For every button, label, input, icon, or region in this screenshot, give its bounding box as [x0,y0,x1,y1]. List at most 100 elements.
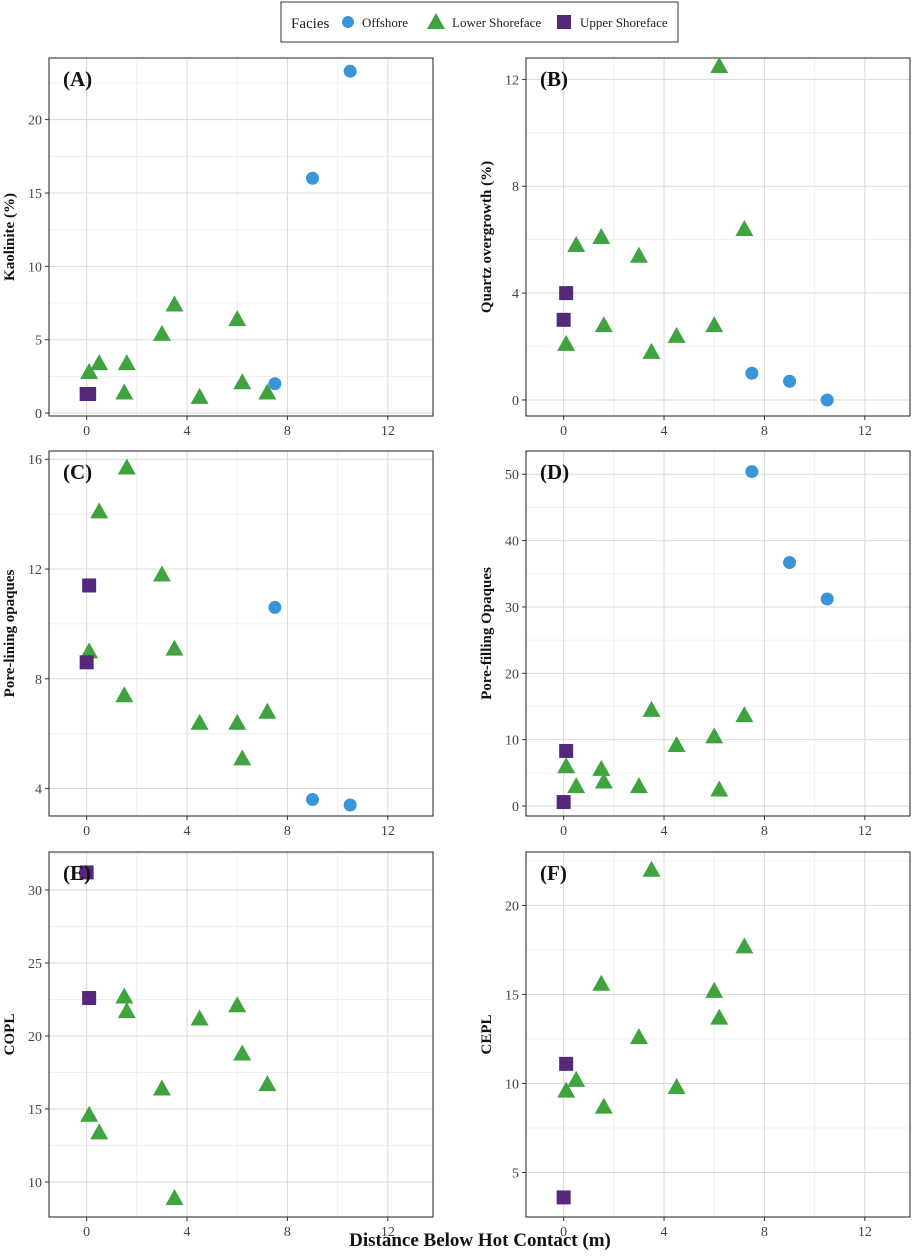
panel-d-x-tick-label: 0 [560,824,567,839]
panel-f-x-tick-label: 0 [560,1225,567,1240]
panel-b-point-offshore [745,366,759,380]
panel-e-y-axis-label: COPL [2,1014,18,1056]
panel-b-point-lower-shoreface [557,334,576,351]
panel-f-y-tick-label: 15 [505,988,519,1003]
panel-b-point-upper-shoreface [559,286,574,301]
panel-f-point-upper-shoreface [556,1190,571,1205]
panel-a-point-upper-shoreface [82,386,97,401]
panel-f-point-lower-shoreface [594,1097,613,1114]
panel-f-point-lower-shoreface [735,937,754,954]
panel-d-point-offshore [783,555,797,569]
panel-f-point-lower-shoreface [705,981,724,998]
panel-f-point-lower-shoreface [557,1081,576,1098]
panel-d-point-lower-shoreface [735,706,754,723]
panel-d-point-offshore [820,592,834,606]
panel-c-x-tick-label: 4 [184,824,191,839]
panel-e-point-lower-shoreface [117,1002,136,1019]
panel-c-point-upper-shoreface [82,578,97,593]
panel-c-x-tick-label: 0 [83,824,90,839]
panel-d-y-tick-label: 0 [512,800,519,815]
panel-d-point-upper-shoreface [556,795,571,810]
panel-f: 0 4 8 12 5 10 15 20 CEPL (F) [479,851,911,1240]
panel-f-point-lower-shoreface [567,1070,586,1087]
panel-d-point-lower-shoreface [629,777,648,794]
panel-f-label: (F) [540,861,567,885]
panel-e-point-lower-shoreface [115,987,134,1004]
panel-e-x-tick-label: 4 [184,1225,191,1240]
panel-e-x-tick-label: 0 [83,1225,90,1240]
panel-b-x-tick-label: 8 [761,424,768,439]
panel-a-point-lower-shoreface [90,354,109,371]
panel-d-point-offshore [745,465,759,479]
panel-f-point-lower-shoreface [642,860,661,877]
panel-c-point-lower-shoreface [228,713,247,730]
panel-c-point-lower-shoreface [258,702,277,719]
panel-a-point-lower-shoreface [233,373,252,390]
panel-d-label: (D) [540,460,569,484]
panel-d: 0 4 8 12 0 10 20 30 40 50 Pore-filling Opaques (D) [479,450,911,839]
panel-a-label: (A) [63,67,92,91]
panel-b-y-tick-label: 12 [505,73,519,88]
panel-b-frame [525,57,911,417]
panel-c-point-lower-shoreface [117,458,136,475]
legend: Facies Offshore Lower Shoreface Upper Sh… [280,1,679,43]
panel-c-point-offshore [306,793,320,807]
panel-e-y-tick-label: 25 [28,957,42,972]
panel-f-x-tick-label: 12 [858,1225,872,1240]
panel-b-point-lower-shoreface [594,316,613,333]
panels: 0 4 8 12 0 5 10 15 20 Kaolinite (%) (A) 0 4 8 12 0 4 8 12 Q… [2,57,911,1240]
panel-a-point-offshore [343,64,357,78]
panel-b-x-tick-label: 12 [858,424,872,439]
panel-d-point-lower-shoreface [710,780,729,797]
panel-e-point-lower-shoreface [90,1123,109,1140]
panel-d-frame [525,450,911,817]
panel-d-y-tick-label: 50 [505,468,519,483]
panel-c-point-lower-shoreface [115,686,134,703]
panel-c-point-lower-shoreface [233,749,252,766]
panel-c-point-lower-shoreface [165,639,184,656]
panel-a-x-tick-label: 12 [381,424,395,439]
panel-e-point-lower-shoreface [258,1075,277,1092]
panel-a-point-offshore [268,377,282,391]
panel-e-point-lower-shoreface [190,1009,209,1026]
panel-a-y-tick-label: 5 [35,334,42,349]
panel-b-point-lower-shoreface [710,57,729,74]
legend-lower-shoreface-label: Lower Shoreface [452,15,541,30]
panel-f-point-lower-shoreface [592,974,611,991]
panel-d-y-tick-label: 10 [505,734,519,749]
shared-x-axis-label: Distance Below Hot Contact (m) [349,1230,611,1251]
panel-c-point-lower-shoreface [152,565,171,582]
panel-c-point-lower-shoreface [190,713,209,730]
panel-c-point-offshore [268,600,282,614]
panel-b-point-lower-shoreface [705,316,724,333]
panel-c-point-offshore [343,798,357,812]
panel-a-y-tick-label: 0 [35,407,42,422]
panel-e-point-lower-shoreface [165,1189,184,1206]
panel-d-point-lower-shoreface [594,772,613,789]
panel-a-x-tick-label: 0 [83,424,90,439]
panel-b-label: (B) [540,67,568,91]
panel-f-x-tick-label: 8 [761,1225,768,1240]
panel-c-y-tick-label: 4 [35,783,42,798]
panel-f-x-tick-label: 4 [661,1225,668,1240]
panel-b-point-lower-shoreface [735,219,754,236]
panel-c-y-axis-label: Pore-lining opaques [2,570,18,698]
panel-b-point-lower-shoreface [667,326,686,343]
panel-b-y-axis-label: Quartz overgrowth (%) [479,161,495,313]
panel-d-point-lower-shoreface [642,700,661,717]
panel-a-y-tick-label: 10 [28,260,42,275]
panel-b-point-lower-shoreface [592,228,611,244]
panel-f-point-lower-shoreface [667,1078,686,1095]
legend-title: Facies [291,16,329,32]
panel-a-x-tick-label: 4 [184,424,191,439]
panel-c-y-tick-label: 16 [28,453,42,468]
panel-a-y-tick-label: 15 [28,187,42,202]
panel-d-point-lower-shoreface [667,735,686,752]
legend-offshore-label: Offshore [362,15,408,30]
panel-e-y-tick-label: 10 [28,1176,42,1191]
panel-e-point-lower-shoreface [233,1044,252,1061]
panel-a-point-lower-shoreface [115,383,134,400]
panel-f-point-lower-shoreface [710,1008,729,1025]
